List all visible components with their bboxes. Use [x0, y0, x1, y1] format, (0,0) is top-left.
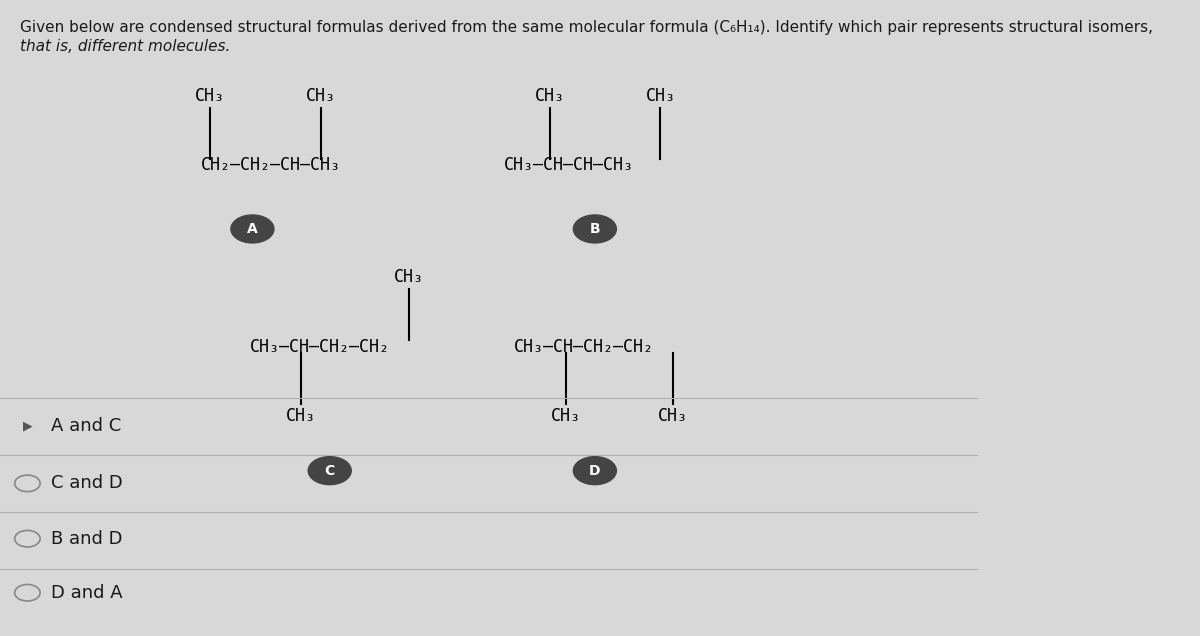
Text: Given below are condensed structural formulas derived from the same molecular fo: Given below are condensed structural for… [19, 20, 1152, 36]
Text: CH₃–CH–CH–CH₃: CH₃–CH–CH–CH₃ [504, 156, 634, 174]
Text: B and D: B and D [50, 530, 122, 548]
Text: CH₃: CH₃ [646, 87, 676, 105]
Text: ▶: ▶ [23, 420, 32, 432]
Text: D: D [589, 464, 601, 478]
Text: A and C: A and C [50, 417, 121, 435]
Circle shape [308, 457, 352, 485]
Text: that is, different molecules.: that is, different molecules. [19, 39, 230, 55]
Text: CH₃: CH₃ [535, 87, 565, 105]
Text: A: A [247, 222, 258, 236]
Text: CH₃: CH₃ [287, 407, 317, 425]
Text: CH₃–CH–CH₂–CH₂: CH₃–CH–CH₂–CH₂ [250, 338, 390, 356]
Text: CH₃: CH₃ [196, 87, 226, 105]
Text: CH₃: CH₃ [658, 407, 688, 425]
Text: D and A: D and A [50, 584, 122, 602]
Text: CH₃: CH₃ [394, 268, 424, 286]
Text: CH₂–CH₂–CH–CH₃: CH₂–CH₂–CH–CH₃ [200, 156, 341, 174]
Circle shape [574, 457, 617, 485]
Text: C and D: C and D [50, 474, 122, 492]
Text: B: B [589, 222, 600, 236]
Text: CH₃: CH₃ [551, 407, 581, 425]
Text: CH₃: CH₃ [306, 87, 336, 105]
Text: CH₃–CH–CH₂–CH₂: CH₃–CH–CH₂–CH₂ [514, 338, 654, 356]
Text: C: C [324, 464, 335, 478]
Circle shape [574, 215, 617, 243]
Circle shape [230, 215, 274, 243]
